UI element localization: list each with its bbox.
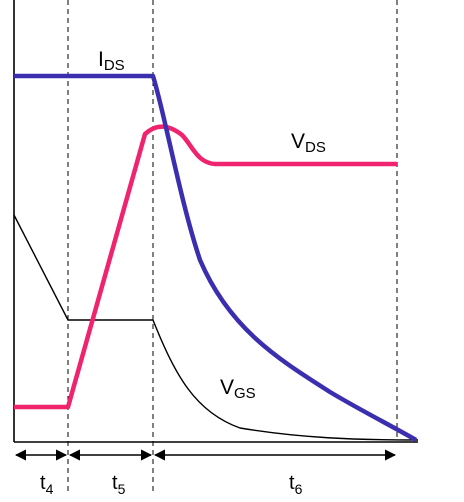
t4-label-main: t <box>40 472 46 494</box>
t4-label: t4 <box>40 472 54 497</box>
vgs-curve <box>13 214 419 441</box>
t4-label-sub: 4 <box>46 481 54 497</box>
t5-label-main: t <box>112 472 118 494</box>
vds-label-sub: DS <box>305 139 326 156</box>
vds-label: VDS <box>291 130 326 156</box>
vgs-label-main: V <box>220 376 234 399</box>
vds-label-main: V <box>291 130 305 153</box>
t6-label-sub: 6 <box>295 481 303 497</box>
vgs-label: VGS <box>220 376 256 402</box>
ids-label-main: I <box>98 48 104 71</box>
ids-curve <box>14 73 418 442</box>
vds-curve <box>14 124 397 410</box>
t6-label-main: t <box>289 472 295 494</box>
ids-label-sub: DS <box>104 57 125 74</box>
t5-label: t5 <box>112 472 126 497</box>
vgs-label-sub: GS <box>234 385 256 402</box>
ids-label: IDS <box>98 48 125 74</box>
t6-label: t6 <box>289 472 303 497</box>
t5-label-sub: 5 <box>118 481 126 497</box>
